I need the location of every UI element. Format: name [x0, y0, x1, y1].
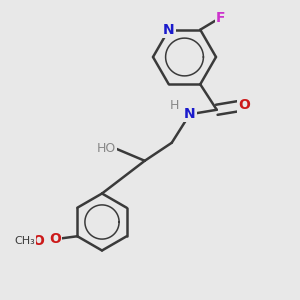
Text: O: O: [238, 98, 250, 112]
Text: N: N: [163, 23, 175, 37]
Text: O: O: [32, 234, 44, 248]
Text: H: H: [169, 99, 179, 112]
Text: N: N: [184, 107, 196, 121]
Text: HO: HO: [97, 142, 116, 155]
Text: O: O: [49, 232, 61, 246]
Text: CH₃: CH₃: [15, 236, 35, 246]
Text: F: F: [216, 11, 225, 25]
